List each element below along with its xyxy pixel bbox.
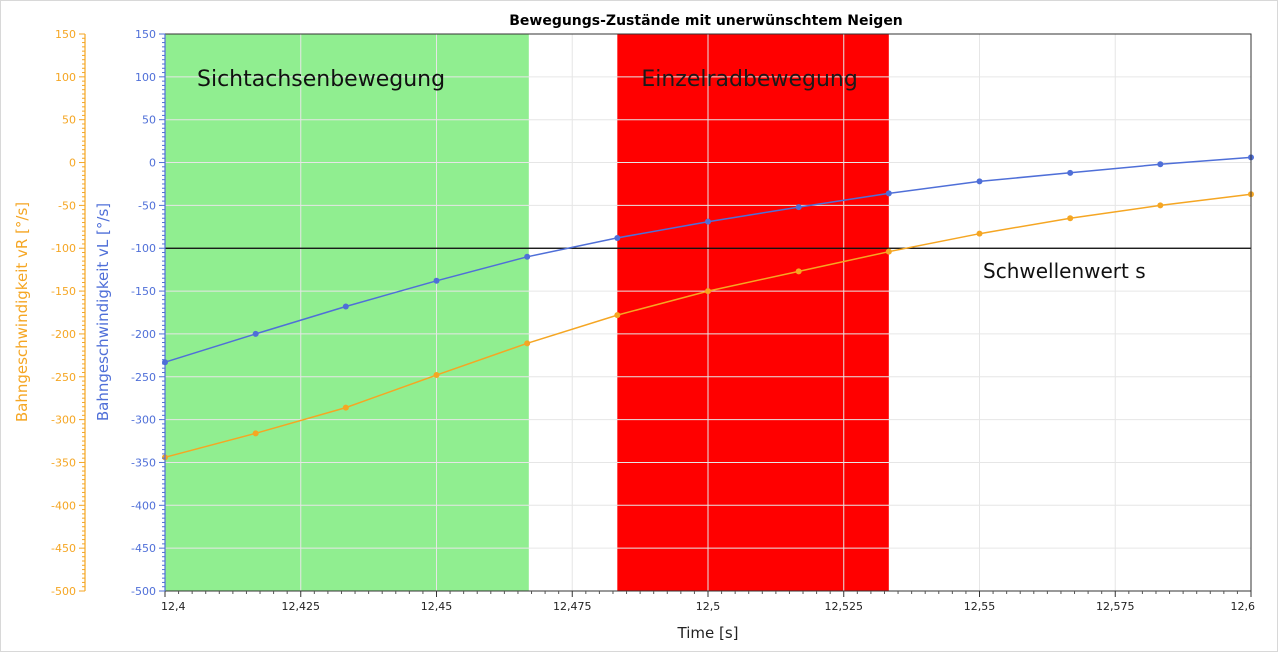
series-1-point <box>795 204 802 211</box>
region-label-1: Sichtachsenbewegung <box>197 67 445 92</box>
threshold-label: Schwellenwert s <box>983 259 1146 283</box>
y-tick-label: -350 <box>131 456 156 469</box>
y-tick-label: -500 <box>131 585 156 598</box>
y-tick-label: -250 <box>131 371 156 384</box>
y-tick-label: -150 <box>131 285 156 298</box>
series-1-point <box>252 330 259 337</box>
y-tick-label: -250 <box>51 371 76 384</box>
y-axis-label-1: Bahngeschwindigkeit vL [°/s] <box>94 203 112 421</box>
series-1-point <box>1157 161 1164 168</box>
y-tick-label: -400 <box>51 499 76 512</box>
region-label-2: Einzelradbewegung <box>641 67 858 92</box>
y-tick-label: -500 <box>51 585 76 598</box>
x-tick-label: 12,425 <box>282 600 321 613</box>
chart-title: Bewegungs-Zustände mit unerwünschtem Nei… <box>509 13 903 29</box>
series-2-point <box>705 288 711 295</box>
y-tick-label: 100 <box>55 71 76 84</box>
x-tick-label: 12,6 <box>1231 600 1256 613</box>
series-2-point <box>342 404 349 411</box>
x-tick-label: 12,575 <box>1096 600 1135 613</box>
series-1-point <box>342 303 349 310</box>
series-1-point <box>976 178 983 185</box>
x-tick-label: 12,45 <box>421 600 453 613</box>
y-tick-label: -200 <box>51 328 76 341</box>
series-2-point <box>433 372 440 379</box>
series-2-point <box>614 312 621 319</box>
region-labels: Sichtachsenbewegung Einzelradbewegung <box>197 67 858 92</box>
region-1 <box>165 34 529 591</box>
y-tick-label: -350 <box>51 456 76 469</box>
y-tick-label: 100 <box>135 71 156 84</box>
x-tick-label: 12,525 <box>825 600 864 613</box>
y-tick-label: -400 <box>131 499 156 512</box>
series-2-point <box>1157 202 1164 209</box>
series-2-point <box>524 340 531 347</box>
y-tick-label: -50 <box>58 199 76 212</box>
y-tick-label: -150 <box>51 285 76 298</box>
y-tick-label: -450 <box>131 542 156 555</box>
x-axis-label: Time [s] <box>677 624 739 642</box>
series-1-point <box>433 277 440 284</box>
y-tick-label: 50 <box>62 114 76 127</box>
series-1-point <box>705 218 711 225</box>
y-tick-label: -200 <box>131 328 156 341</box>
y-tick-label: -50 <box>138 199 156 212</box>
threshold-line-group: Schwellenwert s <box>165 247 1251 283</box>
axes-group: 12,4 12,425 12,45 12,475 12,5 12,525 12,55 12,5… <box>13 28 1255 613</box>
series-1-point <box>614 234 621 241</box>
highlight-regions <box>165 34 889 591</box>
y-tick-label: 150 <box>135 28 156 41</box>
y-tick-label: -450 <box>51 542 76 555</box>
series-1-point <box>524 253 531 260</box>
series-1-point <box>885 190 892 197</box>
series-2-point <box>252 430 259 437</box>
y-axis-label-2: Bahngeschwindigkeit vR [°/s] <box>13 202 31 422</box>
x-tick-label: 12,4 <box>161 600 186 613</box>
series-group <box>162 154 1254 461</box>
x-tick-label: 12,55 <box>964 600 996 613</box>
x-tick-label: 12,5 <box>696 600 721 613</box>
series-1-point <box>1067 169 1074 176</box>
y-tick-label: 0 <box>149 157 156 170</box>
x-tick-label: 12,475 <box>553 600 592 613</box>
series-2-point <box>795 268 802 275</box>
series-2-point <box>976 230 983 237</box>
series-2-point <box>1067 215 1074 222</box>
y-tick-label: -100 <box>131 242 156 255</box>
y-tick-label: 50 <box>142 114 156 127</box>
y-tick-label: -300 <box>131 414 156 427</box>
y-tick-label: 0 <box>69 157 76 170</box>
y-tick-label: -300 <box>51 414 76 427</box>
y-tick-label: -100 <box>51 242 76 255</box>
series-2-point <box>885 248 892 255</box>
y-tick-label: 150 <box>55 28 76 41</box>
region-2 <box>617 34 889 591</box>
